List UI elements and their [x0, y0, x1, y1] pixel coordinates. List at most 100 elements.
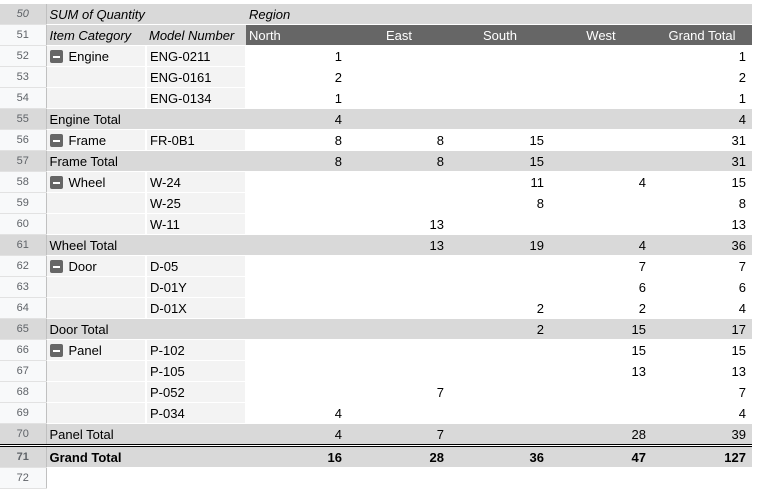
value-cell[interactable]: 4 [246, 423, 348, 446]
value-cell[interactable] [450, 66, 550, 88]
column-header-north[interactable]: North [246, 24, 348, 46]
model-cell[interactable]: W-24 [146, 171, 247, 193]
value-cell[interactable]: 8 [246, 150, 348, 172]
collapse-icon[interactable] [49, 133, 63, 147]
value-cell[interactable]: 2 [652, 66, 752, 88]
category-cell[interactable] [46, 66, 147, 88]
value-cell[interactable]: 2 [450, 297, 550, 319]
empty-cell[interactable] [146, 467, 246, 489]
value-cell[interactable] [348, 318, 450, 340]
row-number[interactable]: 53 [0, 66, 47, 88]
row-number[interactable]: 70 [0, 423, 47, 446]
value-cell[interactable]: 4 [652, 402, 752, 424]
column-header-grand-total[interactable]: Grand Total [652, 24, 752, 46]
value-cell[interactable] [550, 66, 652, 88]
total-label[interactable]: Engine Total [46, 108, 246, 130]
value-cell[interactable]: 4 [550, 234, 652, 256]
value-cell[interactable] [550, 108, 652, 130]
model-cell[interactable]: ENG-0134 [146, 87, 247, 109]
row-number[interactable]: 56 [0, 129, 47, 151]
row-number[interactable]: 69 [0, 402, 47, 424]
empty-cell[interactable] [246, 467, 348, 489]
category-cell[interactable] [46, 192, 147, 214]
value-cell[interactable] [246, 297, 348, 319]
collapse-icon[interactable] [49, 259, 63, 273]
value-cell[interactable] [348, 297, 450, 319]
value-cell[interactable] [348, 360, 450, 382]
value-cell[interactable] [348, 255, 450, 277]
value-cell[interactable] [550, 402, 652, 424]
value-cell[interactable]: 1 [246, 87, 348, 109]
column-field-label[interactable]: Region [246, 4, 752, 25]
value-cell[interactable]: 2 [450, 318, 550, 340]
total-label[interactable]: Frame Total [46, 150, 246, 172]
column-header-west[interactable]: West [550, 24, 652, 46]
value-cell[interactable]: 7 [348, 423, 450, 446]
category-cell[interactable] [46, 213, 147, 235]
value-cell[interactable] [450, 255, 550, 277]
row-number[interactable]: 64 [0, 297, 47, 319]
model-cell[interactable]: P-034 [146, 402, 247, 424]
category-cell[interactable] [46, 360, 147, 382]
value-cell[interactable]: 1 [246, 45, 348, 67]
model-cell[interactable]: P-052 [146, 381, 247, 403]
row-number[interactable]: 63 [0, 276, 47, 298]
value-cell[interactable]: 13 [348, 213, 450, 235]
value-cell[interactable] [246, 318, 348, 340]
value-cell[interactable] [348, 87, 450, 109]
value-cell[interactable]: 11 [450, 171, 550, 193]
category-cell[interactable] [46, 402, 147, 424]
category-cell[interactable]: Engine [46, 45, 147, 67]
value-cell[interactable]: 47 [550, 444, 652, 468]
value-cell[interactable]: 4 [550, 171, 652, 193]
value-cell[interactable] [450, 45, 550, 67]
value-cell[interactable] [550, 381, 652, 403]
value-cell[interactable]: 8 [348, 150, 450, 172]
empty-cell[interactable] [46, 467, 146, 489]
value-cell[interactable]: 13 [348, 234, 450, 256]
row-field-model[interactable]: Model Number [146, 24, 246, 46]
value-cell[interactable] [348, 108, 450, 130]
value-cell[interactable] [246, 213, 348, 235]
value-cell[interactable] [246, 339, 348, 361]
value-cell[interactable] [550, 192, 652, 214]
row-field-category[interactable]: Item Category [46, 24, 146, 46]
model-cell[interactable]: FR-0B1 [146, 129, 247, 151]
collapse-icon[interactable] [49, 49, 63, 63]
empty-cell[interactable] [652, 467, 752, 489]
model-cell[interactable]: D-01X [146, 297, 247, 319]
row-number[interactable]: 71 [0, 444, 47, 468]
value-cell[interactable] [246, 192, 348, 214]
collapse-icon[interactable] [49, 175, 63, 189]
value-cell[interactable] [348, 45, 450, 67]
column-header-south[interactable]: South [450, 24, 550, 46]
category-cell[interactable]: Frame [46, 129, 147, 151]
value-cell[interactable]: 6 [652, 276, 752, 298]
value-cell[interactable]: 15 [652, 171, 752, 193]
value-cell[interactable]: 36 [652, 234, 752, 256]
value-cell[interactable]: 2 [246, 66, 348, 88]
empty-cell[interactable] [550, 467, 652, 489]
value-cell[interactable] [450, 87, 550, 109]
value-cell[interactable] [450, 339, 550, 361]
value-cell[interactable] [550, 87, 652, 109]
row-number[interactable]: 50 [0, 4, 47, 25]
row-number[interactable]: 68 [0, 381, 47, 403]
value-cell[interactable]: 17 [652, 318, 752, 340]
value-cell[interactable]: 31 [652, 150, 752, 172]
value-cell[interactable] [450, 402, 550, 424]
model-cell[interactable]: ENG-0161 [146, 66, 247, 88]
collapse-icon[interactable] [49, 343, 63, 357]
category-cell[interactable] [46, 297, 147, 319]
category-cell[interactable]: Panel [46, 339, 147, 361]
category-cell[interactable] [46, 276, 147, 298]
value-cell[interactable]: 39 [652, 423, 752, 446]
empty-cell[interactable] [450, 467, 550, 489]
value-cell[interactable] [450, 213, 550, 235]
row-number[interactable]: 72 [0, 467, 47, 489]
model-cell[interactable]: W-25 [146, 192, 247, 214]
model-cell[interactable]: D-05 [146, 255, 247, 277]
value-cell[interactable] [550, 213, 652, 235]
row-number[interactable]: 54 [0, 87, 47, 109]
value-cell[interactable]: 4 [652, 108, 752, 130]
